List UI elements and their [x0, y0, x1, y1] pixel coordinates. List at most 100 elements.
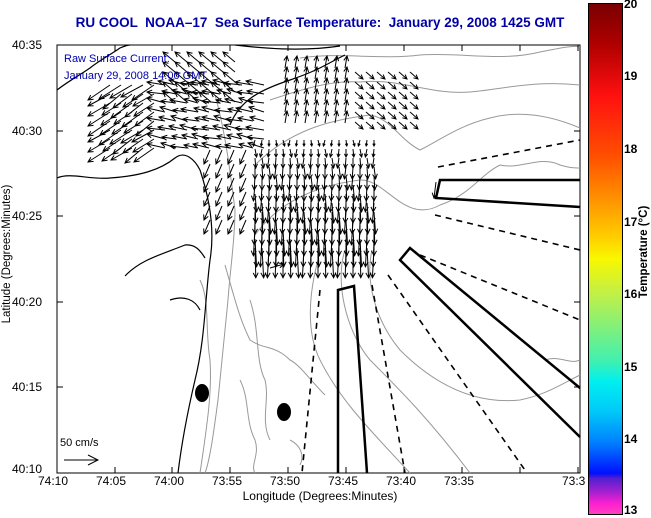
x-tick-label: 74:05: [96, 474, 127, 488]
current-vector: [387, 81, 397, 90]
current-vector: [178, 123, 199, 131]
current-vector: [376, 111, 386, 120]
current-vector: [162, 61, 176, 73]
current-vector: [315, 193, 322, 213]
x-tick-label: 73:40: [386, 474, 417, 488]
current-vector: [120, 129, 144, 144]
current-vector: [293, 54, 300, 69]
current-vector: [191, 142, 210, 149]
current-vector: [167, 124, 188, 131]
contour-line: [254, 113, 581, 166]
current-vector: [269, 262, 286, 269]
current-vector: [330, 157, 336, 170]
current-vector: [323, 87, 330, 102]
radial-lines: [301, 139, 581, 474]
current-vector: [295, 202, 302, 224]
current-vector: [198, 51, 212, 63]
current-vector: [303, 54, 310, 69]
current-vector: [110, 147, 133, 161]
current-vector: [239, 149, 247, 166]
current-vector: [293, 148, 299, 159]
current-vector: [132, 93, 155, 107]
current-vector: [252, 247, 259, 279]
annotation-line-1: Raw Surface Current:: [64, 53, 170, 65]
colorbar-tick-label: 14: [624, 432, 638, 446]
contour-line: [239, 379, 257, 474]
current-vector: [283, 98, 290, 113]
current-vector: [87, 102, 111, 117]
current-vector: [274, 175, 280, 192]
current-vector: [287, 139, 291, 148]
current-vector: [358, 193, 365, 213]
current-vector: [365, 101, 375, 110]
current-vector: [257, 238, 264, 268]
current-vector: [293, 109, 300, 124]
current-vector: [87, 84, 111, 101]
current-vector: [323, 109, 330, 124]
current-vector: [303, 87, 310, 102]
current-vector: [365, 121, 375, 130]
current-vector: [215, 219, 223, 236]
current-vector: [376, 101, 386, 110]
current-vector: [253, 193, 260, 213]
x-tick-label: 73:35: [444, 474, 475, 488]
contour-line: [249, 299, 271, 441]
current-vector: [131, 84, 155, 101]
current-vector: [308, 157, 313, 170]
current-vector: [186, 71, 200, 83]
current-vector: [145, 132, 166, 140]
current-vector: [245, 134, 265, 141]
current-vector: [198, 71, 212, 83]
current-vector: [198, 81, 212, 93]
current-vector: [333, 76, 340, 91]
current-vector: [174, 61, 188, 73]
current-vector: [409, 91, 419, 100]
current-vector: [343, 184, 350, 203]
current-vector: [273, 149, 279, 159]
colorbar-tick-label: 17: [624, 215, 638, 229]
current-vector: [354, 91, 364, 100]
map-title: RU COOL NOAA–17 Sea Surface Temperature:…: [75, 15, 565, 30]
current-vector: [313, 87, 320, 102]
current-vector: [186, 91, 200, 103]
current-vector: [293, 65, 300, 80]
current-vector: [145, 106, 166, 113]
current-vector: [236, 116, 254, 122]
current-vector: [225, 133, 243, 140]
current-vector: [398, 101, 408, 110]
current-vector: [337, 140, 341, 148]
current-vector: [274, 139, 279, 148]
current-vector: [210, 81, 224, 93]
current-vector: [283, 87, 290, 102]
current-vector: [333, 54, 340, 69]
current-vector: [398, 111, 408, 120]
current-vector: [213, 107, 232, 114]
current-vector: [244, 124, 265, 131]
scale-arrow: [64, 454, 100, 466]
current-vector: [333, 87, 340, 102]
current-vector: [203, 149, 211, 166]
current-vector: [344, 175, 350, 192]
current-vector: [288, 238, 295, 268]
current-vector: [260, 202, 267, 224]
current-vector: [87, 129, 111, 143]
current-vector: [186, 51, 200, 63]
scale-arrow-label: 50 cm/s: [60, 437, 99, 449]
current-vector: [162, 91, 176, 103]
x-axis-label: Longitude (Degrees:Minutes): [242, 489, 398, 503]
current-vector: [266, 175, 273, 192]
current-vector: [309, 175, 315, 192]
current-vector: [370, 157, 376, 170]
colorbar-label: Temperature (°C): [638, 205, 650, 299]
current-vector: [294, 139, 299, 148]
current-vector: [398, 121, 408, 130]
current-vector: [253, 238, 260, 268]
coastline-nj-shore: [177, 169, 213, 474]
current-vector: [247, 105, 265, 113]
current-vector: [409, 101, 419, 110]
colorbar-tick-label: 15: [624, 360, 638, 374]
current-vector: [409, 81, 419, 90]
current-vector: [351, 184, 358, 203]
current-vector: [258, 148, 264, 159]
y-tick-label: 40:30: [12, 124, 43, 138]
